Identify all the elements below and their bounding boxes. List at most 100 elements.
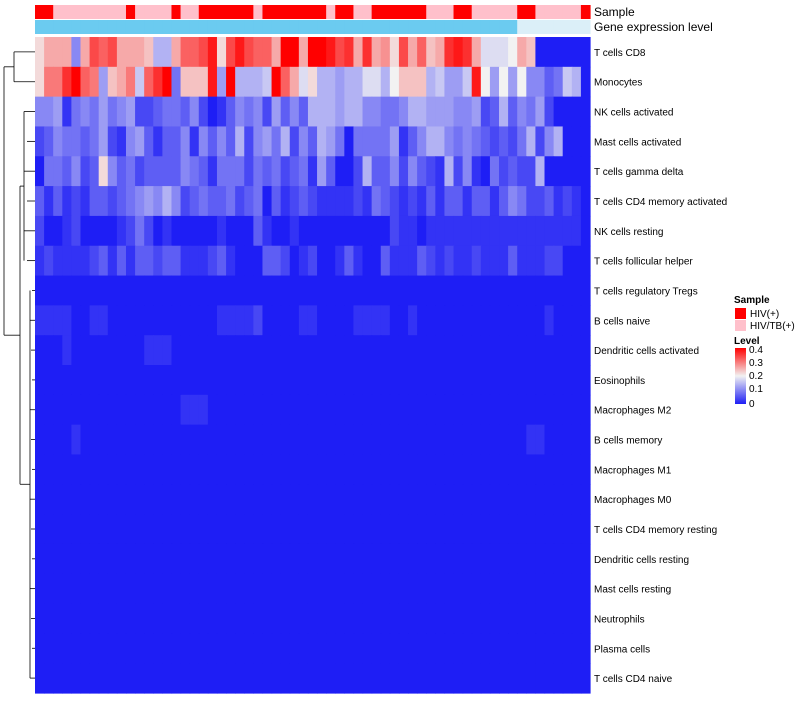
heat-cell [116,394,127,426]
heat-cell [226,365,236,396]
heat-cell [326,514,336,545]
heat-cell [53,275,63,306]
heat-cell [462,543,473,575]
heat-cell [580,484,591,515]
heat-cell [335,394,345,426]
gene-expression-annotation-cell [226,20,236,34]
heat-cell [526,37,537,68]
heat-cell [562,573,573,605]
heat-cell [189,96,200,128]
heat-cell [116,365,127,396]
heat-cell [499,365,509,396]
heat-cell [435,394,446,426]
legend-level-title: Level [734,336,760,347]
heat-cell [471,156,482,187]
gene-expression-annotation-cell [435,20,446,34]
heat-cell [235,663,245,694]
sample-annotation-cell [198,5,209,19]
heat-cell [171,96,182,128]
heat-cell [271,156,282,187]
heat-cell [162,514,173,545]
gene-expression-annotation-cell [116,20,127,34]
heat-cell [80,543,91,575]
heat-cell [35,66,45,98]
heat-cell [499,573,509,605]
heat-cell [189,424,200,456]
heat-cell [471,126,482,157]
heat-cell [298,245,309,277]
heat-cell [80,484,91,515]
heat-cell [571,126,582,157]
heat-cell [544,156,555,187]
heat-cell [535,275,546,306]
sample-annotation-cell [435,5,446,19]
heat-cell [89,186,100,217]
heat-cell [398,573,409,605]
heat-cell [298,335,309,366]
heat-cell [35,275,45,306]
heat-cell [444,156,455,187]
heat-cell [144,215,154,247]
heat-cell [189,365,200,396]
gene-expression-annotation-cell [44,20,54,34]
heat-cell [317,215,327,247]
heat-cell [253,275,264,306]
heat-cell [253,394,264,426]
heat-cell [44,305,54,336]
heat-cell [417,186,427,217]
heat-cell [116,573,127,605]
heat-cell [180,543,191,575]
heat-cell [271,663,282,694]
heat-cell [153,454,163,485]
heat-cell [435,335,446,366]
gene-expression-annotation-cell [453,20,464,34]
heat-cell [471,663,482,694]
heat-cell [125,394,136,426]
heat-cell [298,96,309,128]
heat-cell [198,37,209,68]
heat-cell [44,335,54,366]
heat-cell [335,663,345,694]
heat-cell [562,245,573,277]
heat-cell [189,305,200,336]
heat-cell [435,663,446,694]
heat-cell [544,275,555,306]
heat-cell [162,305,173,336]
heat-cell [89,365,100,396]
heat-cell [417,365,427,396]
heat-cell [162,543,173,575]
heat-cell [371,365,382,396]
heat-cell [171,126,182,157]
heat-cell [335,514,345,545]
heat-cell [62,215,72,247]
heat-cell [471,37,482,68]
heat-cell [98,156,109,187]
heat-cell [571,335,582,366]
heat-cell [253,37,264,68]
heat-cell [98,275,109,306]
heat-cell [389,603,400,634]
heat-cell [80,394,91,426]
gene-expression-annotation-cell [98,20,109,34]
heat-cell [244,37,254,68]
heat-cell [526,603,537,634]
heat-cell [180,603,191,634]
heat-cell [244,603,254,634]
heat-cell [235,394,245,426]
heat-cell [125,245,136,277]
heat-cell [489,126,500,157]
heat-cell [262,514,273,545]
heat-cell [353,215,364,247]
heat-cell [89,484,100,515]
heat-cell [307,484,318,515]
heat-cell [553,633,564,664]
heat-cell [408,126,418,157]
heat-cell [44,454,54,485]
heat-cell [380,245,391,277]
heat-cell [317,633,327,664]
heat-cell [216,365,227,396]
heat-cell [380,573,391,605]
heat-cell [198,156,209,187]
heat-cell [508,573,518,605]
heat-cell [144,454,154,485]
